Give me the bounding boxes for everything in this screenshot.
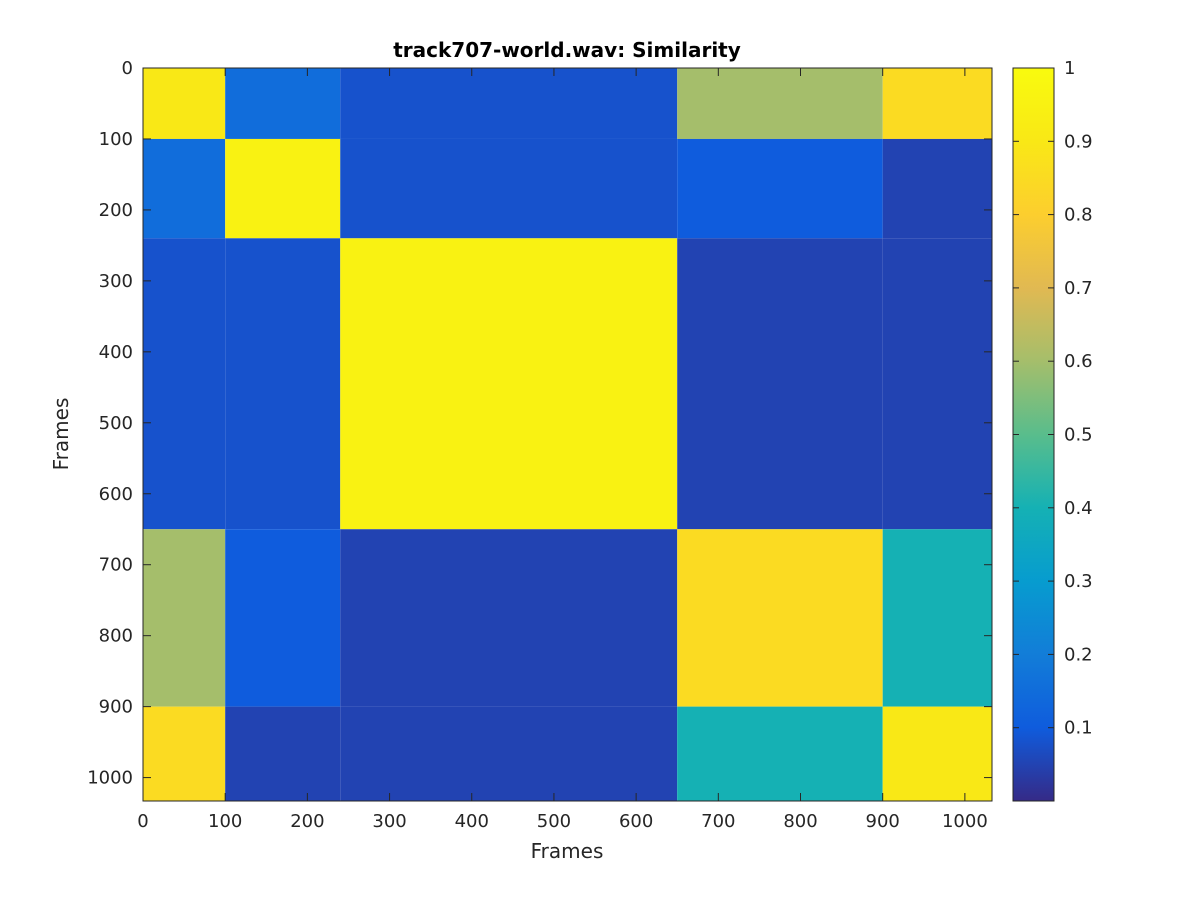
y-tick-label: 600	[99, 484, 133, 505]
colorbar-tick-label: 0.6	[1064, 351, 1093, 372]
x-tick-label: 300	[372, 811, 406, 832]
colorbar-tick-label: 0.8	[1064, 205, 1093, 226]
x-tick-label: 600	[619, 811, 653, 832]
heatmap-cell	[882, 138, 992, 239]
y-tick-label: 300	[99, 271, 133, 292]
colorbar-tick-label: 0.9	[1064, 131, 1093, 152]
heatmap-cell	[225, 529, 341, 707]
x-tick-label: 900	[866, 811, 900, 832]
heatmap-cell	[882, 68, 992, 139]
heatmap-cell	[143, 138, 226, 239]
heatmap-cell	[340, 68, 678, 139]
heatmap-cell	[143, 68, 226, 139]
colorbar-tick-label: 0.7	[1064, 278, 1093, 299]
x-axis-label: Frames	[531, 839, 604, 863]
heatmap-cell	[225, 138, 341, 239]
colorbar-tick-label: 0.1	[1064, 718, 1093, 739]
heatmap-cell	[143, 706, 226, 801]
y-tick-label: 200	[99, 200, 133, 221]
y-tick-label: 700	[99, 555, 133, 576]
heatmap-cell	[340, 238, 678, 530]
heatmap-cell	[225, 68, 341, 139]
y-tick-label: 1000	[87, 768, 133, 789]
x-tick-label: 500	[537, 811, 571, 832]
y-axis: 0 100 200 300 400 500 600 700 800 900 1000	[87, 58, 992, 789]
x-tick-label: 200	[290, 811, 324, 832]
y-axis-label: Frames	[49, 398, 73, 471]
heatmap-image	[143, 68, 992, 801]
x-tick-label: 100	[208, 811, 242, 832]
heatmap-cell	[143, 238, 226, 530]
heatmap-cell	[882, 238, 992, 530]
x-axis: 0 100 200 300 400 500 600 700 800 900 1000	[137, 68, 988, 832]
y-tick-label: 500	[99, 413, 133, 434]
chart-title: track707-world.wav: Similarity	[393, 38, 741, 62]
heatmap-cell	[882, 706, 992, 801]
heatmap-cell	[340, 529, 678, 707]
y-tick-label: 800	[99, 626, 133, 647]
heatmap-cell	[677, 706, 883, 801]
x-tick-label: 700	[701, 811, 735, 832]
colorbar-tick-label: 0.5	[1064, 425, 1093, 446]
colorbar-tick-label: 0.4	[1064, 498, 1093, 519]
y-tick-label: 100	[99, 129, 133, 150]
heatmap-cell	[882, 529, 992, 707]
plot-frame	[142, 67, 993, 802]
heatmap-cell	[143, 529, 226, 707]
heatmap-cell	[340, 706, 678, 801]
colorbar-tick-label: 0.2	[1064, 644, 1093, 665]
colorbar-tick-label: 0.3	[1064, 571, 1093, 592]
x-tick-label: 800	[783, 811, 817, 832]
heatmap-cell	[225, 238, 341, 530]
colorbar	[1013, 68, 1054, 801]
colorbar-tick-label: 1	[1064, 58, 1075, 79]
colorbar-axis: 0.1 0.2 0.3 0.4 0.5 0.6 0.7 0.8 0.9 1	[1013, 58, 1093, 739]
x-tick-label: 400	[455, 811, 489, 832]
heatmap-cell	[677, 529, 883, 707]
x-tick-label: 1000	[942, 811, 988, 832]
heatmap-cell	[225, 706, 341, 801]
heatmap-cell	[677, 238, 883, 530]
x-tick-label: 0	[137, 811, 148, 832]
y-tick-label: 0	[122, 58, 133, 79]
heatmap-cell	[677, 68, 883, 139]
y-tick-label: 400	[99, 342, 133, 363]
heatmap-cell	[340, 138, 678, 239]
y-tick-label: 900	[99, 697, 133, 718]
heatmap-cell	[677, 138, 883, 239]
